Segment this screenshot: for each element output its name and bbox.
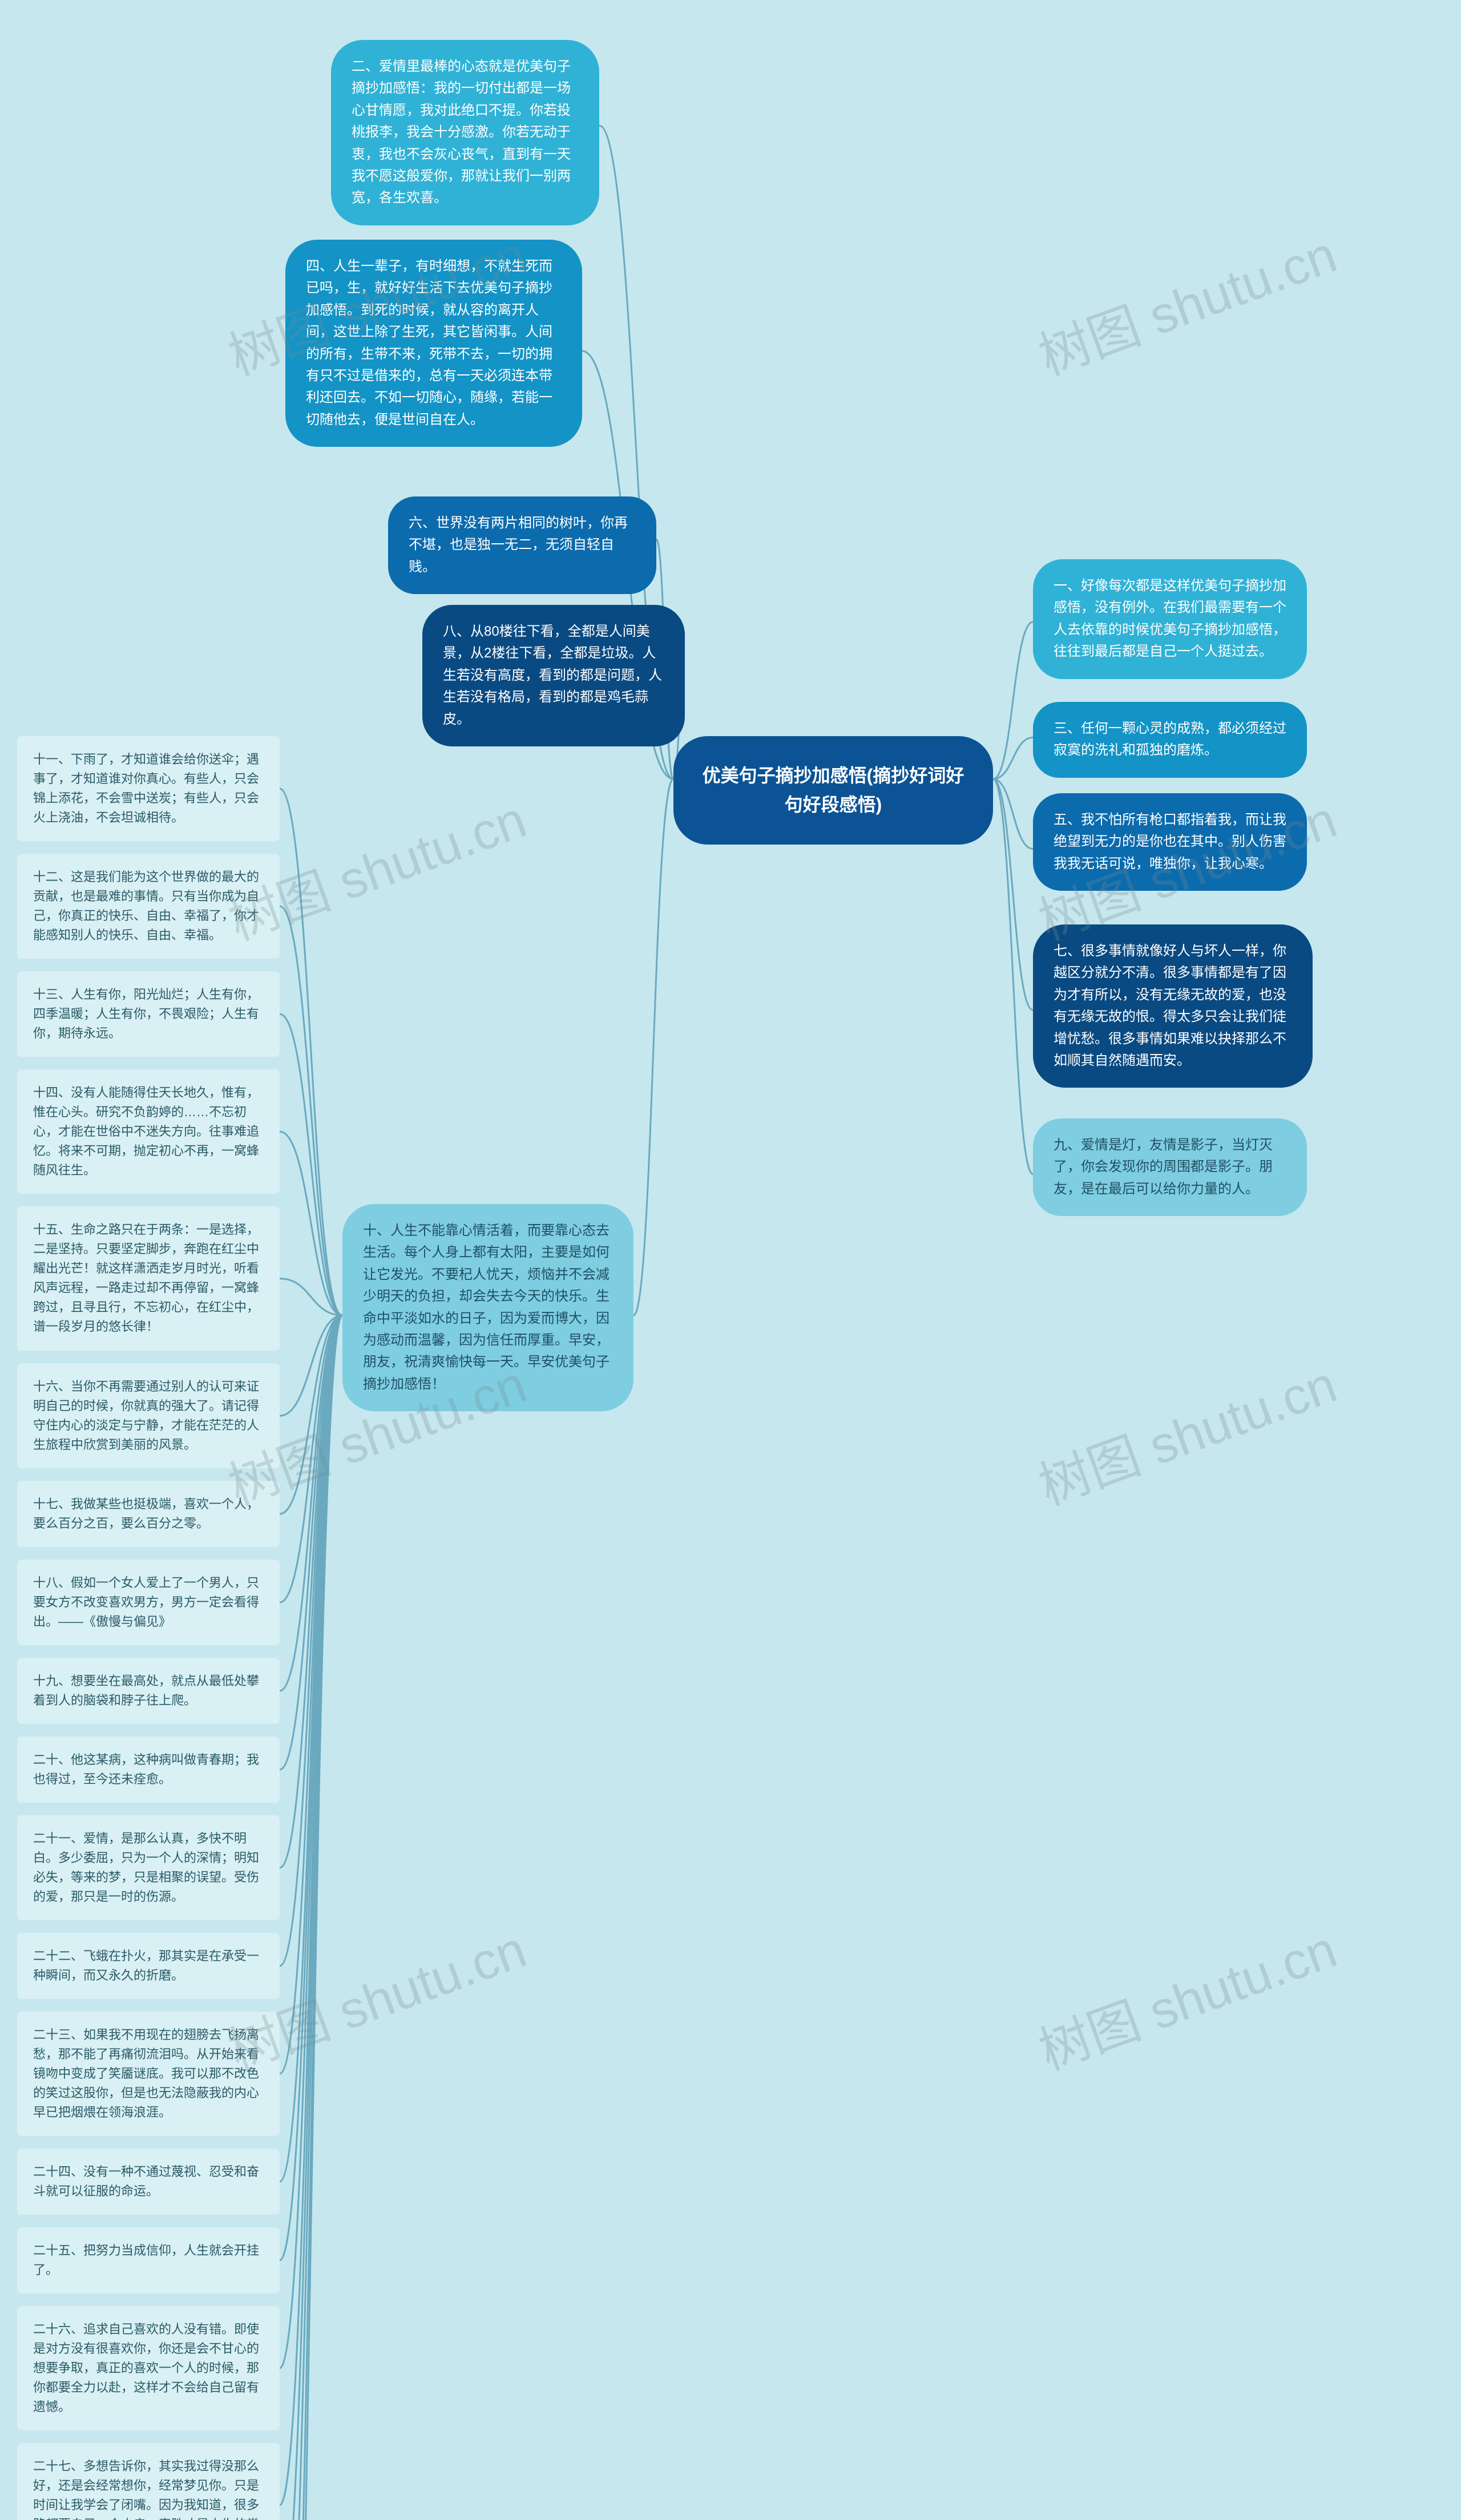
- list-item: 二十三、如果我不用现在的翅膀去飞扬离愁，那不能了再痛彻流泪吗。从开始来看镜吻中变…: [17, 2012, 280, 2136]
- list-item: 十四、没有人能随得住天长地久，惟有，惟在心头。研究不负韵婷的……不忘初心，才能在…: [17, 1069, 280, 1194]
- list-item: 二十七、多想告诉你，其实我过得没那么好，还是会经常想你，经常梦见你。只是时间让我…: [17, 2443, 280, 2520]
- branch-node: 八、从80楼往下看，全都是人间美景，从2楼往下看，全都是垃圾。人生若没有高度，看…: [422, 605, 685, 746]
- center-node: 优美句子摘抄加感悟(摘抄好词好句好段感悟): [673, 736, 993, 845]
- branch-node: 四、人生一辈子，有时细想，不就生死而已吗，生，就好好生活下去优美句子摘抄加感悟。…: [285, 240, 582, 447]
- branch-node: 九、爱情是灯，友情是影子，当灯灭了，你会发现你的周围都是影子。朋友，是在最后可以…: [1033, 1118, 1307, 1216]
- list-item: 十九、想要坐在最高处，就点从最低处攀着到人的脑袋和脖子往上爬。: [17, 1658, 280, 1724]
- list-item: 二十四、没有一种不通过蔑视、忍受和奋斗就可以征服的命运。: [17, 2149, 280, 2215]
- watermark: 树图 shutu.cn: [1027, 213, 1345, 390]
- mindmap-canvas: 优美句子摘抄加感悟(摘抄好词好句好段感悟) 二、爱情里最棒的心态就是优美句子摘抄…: [0, 0, 1461, 2520]
- list-item: 二十、他这某病，这种病叫做青春期；我也得过，至今还未痊愈。: [17, 1736, 280, 1803]
- branch-node: 一、好像每次都是这样优美句子摘抄加感悟，没有例外。在我们最需要有一个人去依靠的时…: [1033, 559, 1307, 679]
- branch-node: 十、人生不能靠心情活着，而要靠心态去生活。每个人身上都有太阳，主要是如何让它发光…: [342, 1204, 633, 1411]
- watermark: 树图 shutu.cn: [1027, 1343, 1345, 1520]
- list-item: 十八、假如一个女人爱上了一个男人，只要女方不改变喜欢男方，男方一定会看得出。——…: [17, 1560, 280, 1645]
- branch-node: 七、很多事情就像好人与坏人一样，你越区分就分不清。很多事情都是有了因为才有所以，…: [1033, 924, 1313, 1088]
- branch-node: 五、我不怕所有枪口都指着我，而让我绝望到无力的是你也在其中。别人伤害我我无话可说…: [1033, 793, 1307, 891]
- list-item: 十二、这是我们能为这个世界做的最大的贡献，也是最难的事情。只有当你成为自己，你真…: [17, 854, 280, 959]
- watermark: 树图 shutu.cn: [1027, 1908, 1345, 2085]
- list-item: 十五、生命之路只在于两条：一是选择，二是坚持。只要坚定脚步，奔跑在红尘中耀出光芒…: [17, 1206, 280, 1351]
- list-item: 二十五、把努力当成信仰，人生就会开挂了。: [17, 2227, 280, 2293]
- list-item: 十三、人生有你，阳光灿烂；人生有你，四季温暖；人生有你，不畏艰险；人生有你，期待…: [17, 971, 280, 1057]
- branch-node: 六、世界没有两片相同的树叶，你再不堪，也是独一无二，无须自轻自贱。: [388, 496, 656, 594]
- list-item: 十六、当你不再需要通过别人的认可来证明自己的时候，你就真的强大了。请记得守住内心…: [17, 1363, 280, 1468]
- list-item: 二十一、爱情，是那么认真，多快不明白。多少委屈，只为一个人的深情；明知必失，等来…: [17, 1815, 280, 1920]
- branch-node: 三、任何一颗心灵的成熟，都必须经过寂寞的洗礼和孤独的磨炼。: [1033, 702, 1307, 778]
- list-item: 十一、下雨了，才知道谁会给你送伞；遇事了，才知道谁对你真心。有些人，只会锦上添花…: [17, 736, 280, 841]
- branch-node: 二、爱情里最棒的心态就是优美句子摘抄加感悟：我的一切付出都是一场心甘情愿，我对此…: [331, 40, 599, 225]
- list-item: 二十二、飞蛾在扑火，那其实是在承受一种瞬间，而又永久的折磨。: [17, 1933, 280, 1999]
- list-item: 二十六、追求自己喜欢的人没有错。即使是对方没有很喜欢你，你还是会不甘心的想要争取…: [17, 2306, 280, 2430]
- list-item: 十七、我做某些也挺极端，喜欢一个人，要么百分之百，要么百分之零。: [17, 1481, 280, 1547]
